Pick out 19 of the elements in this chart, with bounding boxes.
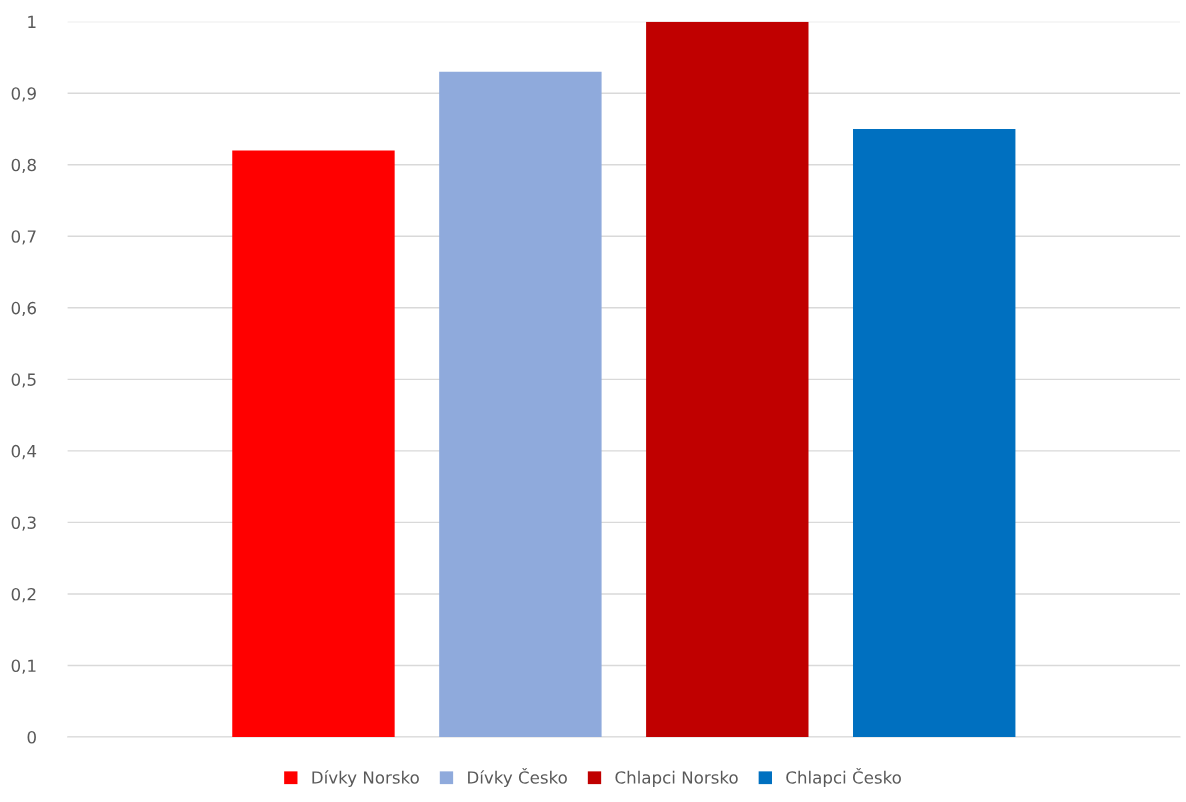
bar	[853, 128, 1016, 738]
y-tick-label: 0,5	[11, 373, 36, 388]
y-tick-label: 0,1	[11, 659, 36, 674]
legend-label: Chlapci Norsko	[615, 770, 738, 787]
bar	[646, 21, 809, 738]
legend-label: Chlapci Česko	[786, 768, 901, 787]
y-tick-label: 0,6	[11, 301, 36, 317]
y-tick-label: 0,7	[11, 230, 36, 245]
y-tick-label: 1	[28, 15, 36, 28]
y-tick-label: 0,4	[11, 444, 37, 460]
y-tick-label: 0,8	[11, 158, 36, 173]
y-tick-label: 0,2	[11, 587, 36, 603]
bar	[232, 150, 395, 738]
y-tick-label: 0	[27, 731, 36, 744]
legend-label: Dívky Česko	[468, 768, 567, 787]
legend-label: Dívky Norsko	[312, 770, 419, 787]
bar	[439, 71, 602, 738]
y-tick-label: 0,3	[11, 516, 36, 531]
y-tick-label: 0,9	[11, 87, 36, 102]
